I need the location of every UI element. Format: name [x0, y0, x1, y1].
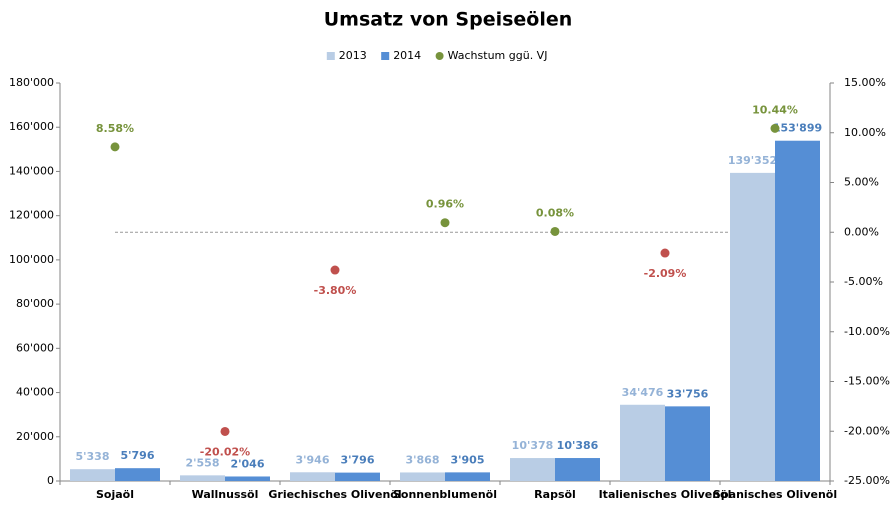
growth-point [770, 123, 780, 133]
bar [445, 472, 490, 481]
legend-label: 2013 [339, 49, 367, 62]
chart-title: Umsatz von Speiseölen [324, 9, 573, 31]
bar [665, 406, 710, 481]
bar-value-label: 139'352 [728, 154, 777, 167]
bar-value-label: 3'946 [296, 453, 330, 466]
bar-value-label: 5'796 [121, 449, 155, 462]
bar-value-label: 34'476 [622, 386, 664, 399]
y-tick-label: 180'000 [9, 76, 54, 89]
legend-marker [381, 52, 390, 60]
x-tick-label: Sojaöl [96, 488, 134, 501]
growth-label: -3.80% [314, 284, 357, 297]
growth-label: 0.08% [536, 206, 574, 219]
growth-point [440, 218, 450, 228]
growth-point [220, 426, 230, 436]
y2-tick-label: -15.00% [844, 375, 890, 388]
y-tick-label: 80'000 [16, 297, 54, 310]
bar-value-label: 10'378 [512, 439, 554, 452]
x-tick-label: Spanisches Olivenöl [713, 488, 837, 501]
legend-marker [326, 52, 335, 60]
y-tick-label: 60'000 [16, 341, 54, 354]
y-tick-label: 120'000 [9, 209, 54, 222]
growth-label: -20.02% [200, 445, 250, 458]
y-tick-label: 160'000 [9, 120, 54, 133]
bar [400, 472, 445, 481]
x-tick-label: Wallnussöl [192, 488, 259, 501]
bar [180, 475, 225, 481]
legend-label: 2014 [393, 49, 421, 62]
bar [290, 472, 335, 481]
y2-tick-label: -20.00% [844, 424, 890, 437]
bar [335, 472, 380, 481]
growth-point [110, 142, 120, 152]
y-tick-label: 20'000 [16, 430, 54, 443]
bar [225, 476, 270, 481]
bar-value-label: 33'756 [667, 387, 709, 400]
growth-point [330, 265, 340, 275]
x-tick-label: Rapsöl [534, 488, 576, 501]
bar [70, 469, 115, 481]
growth-label: 10.44% [752, 103, 798, 116]
growth-point [550, 226, 560, 236]
growth-label: 0.96% [426, 198, 464, 211]
bar-value-label: 10'386 [557, 439, 599, 452]
growth-point [660, 248, 670, 258]
legend-label: Wachstum ggü. VJ [448, 49, 548, 62]
bar [730, 172, 775, 481]
y2-tick-label: -5.00% [844, 275, 883, 288]
x-tick-label: Sonnenblumenöl [393, 488, 497, 501]
legend-marker [435, 52, 444, 60]
y2-tick-label: 10.00% [844, 126, 886, 139]
x-tick-label: Italienisches Olivenöl [599, 488, 732, 501]
y2-tick-label: 5.00% [844, 176, 879, 189]
bar-value-label: 2'046 [231, 457, 265, 470]
y2-tick-label: 0.00% [844, 225, 879, 238]
bar [775, 140, 820, 481]
x-tick-label: Griechisches Olivenöl [268, 488, 401, 501]
bar-value-label: 153'899 [773, 122, 822, 135]
y-tick-label: 140'000 [9, 164, 54, 177]
bar [115, 468, 160, 481]
bar [555, 458, 600, 481]
y-tick-label: 40'000 [16, 386, 54, 399]
y-tick-label: 0 [47, 474, 54, 487]
y-tick-label: 100'000 [9, 253, 54, 266]
y2-tick-label: -10.00% [844, 325, 890, 338]
bar-value-label: 5'338 [76, 450, 110, 463]
bar [620, 404, 665, 481]
bar-value-label: 3'796 [341, 454, 375, 467]
bar-value-label: 2'558 [186, 456, 220, 469]
bar-value-label: 3'905 [451, 453, 485, 466]
y2-tick-label: -25.00% [844, 474, 890, 487]
bar-value-label: 3'868 [406, 453, 440, 466]
growth-label: -2.09% [644, 267, 687, 280]
growth-label: 8.58% [96, 122, 134, 135]
y2-tick-label: 15.00% [844, 76, 886, 89]
bar [510, 458, 555, 481]
